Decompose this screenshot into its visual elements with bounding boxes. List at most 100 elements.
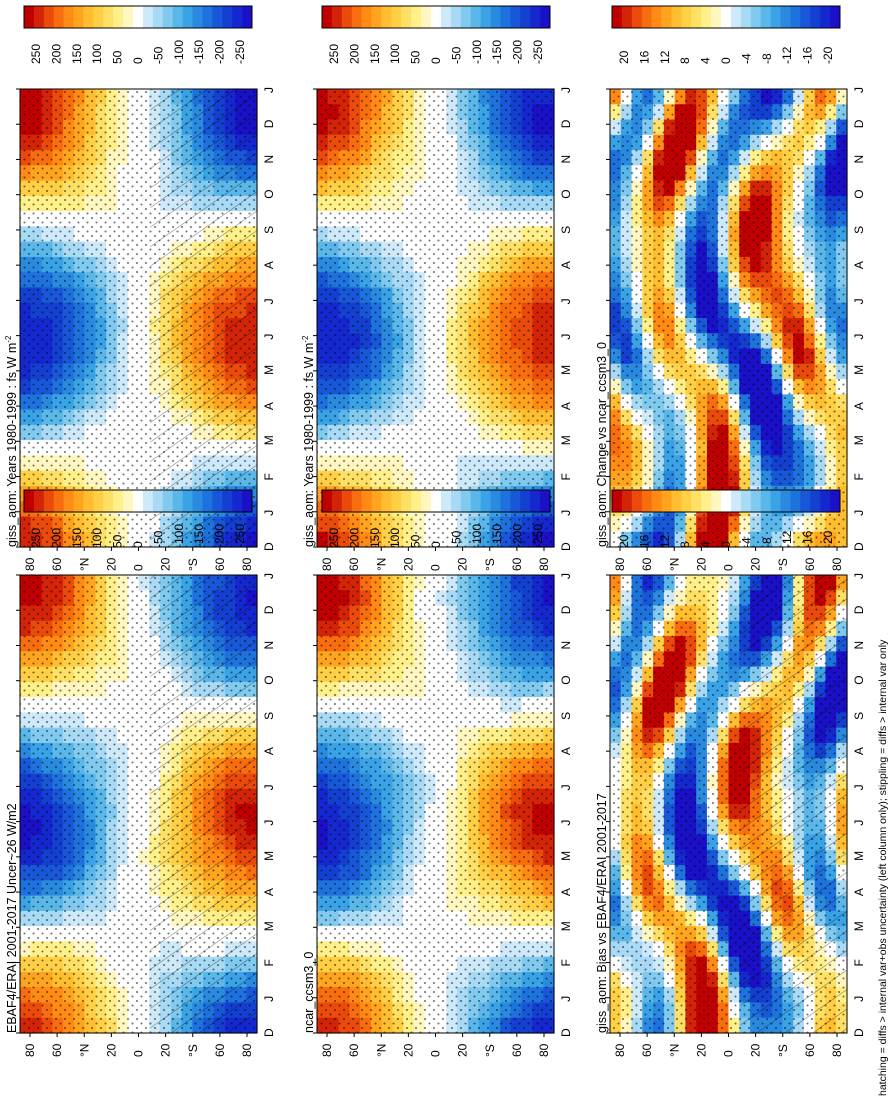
colorbar-label: 200 xyxy=(49,44,63,64)
month-tick-label: N xyxy=(559,641,573,650)
colorbar-frame xyxy=(611,5,841,29)
lat-tick-label: 80 xyxy=(23,1043,37,1057)
colorbar-swatch xyxy=(721,490,732,512)
lat-tick-label: 80 xyxy=(830,1043,844,1057)
month-tick-label: J xyxy=(852,87,866,93)
panel-top-right: 80 60 °N 20 0 20 °S 60 80DJFMAMJJASONDJgiss_aom:… xyxy=(301,5,573,571)
colorbar-label: 250 xyxy=(29,44,43,64)
colorbar-label: -4 xyxy=(739,53,753,64)
colorbar-label: 4 xyxy=(699,541,713,548)
month-tick-label: M xyxy=(852,851,866,861)
colorbar-swatch xyxy=(83,6,94,28)
colorbar-label: -16 xyxy=(801,46,815,64)
colorbar-label: -20 xyxy=(821,530,835,548)
month-tick-label: J xyxy=(852,784,866,790)
footnote: hatching = diffs > internal var+obs unce… xyxy=(877,639,889,1096)
month-tick-label: F xyxy=(559,959,573,966)
month-tick-label: M xyxy=(559,365,573,375)
colorbar-swatch xyxy=(202,490,213,512)
colorbar-swatch xyxy=(182,490,193,512)
colorbar-swatch xyxy=(63,490,74,512)
lat-tick-label: 20 xyxy=(401,557,415,571)
month-tick-label: D xyxy=(559,1028,573,1037)
colorbar-label: -150 xyxy=(490,524,504,548)
lat-tick-label: 60 xyxy=(50,1043,64,1057)
colorbar-swatch xyxy=(391,6,402,28)
lat-tick-label: 0 xyxy=(429,564,443,571)
stippling-overlay xyxy=(610,89,847,547)
colorbar-swatch xyxy=(780,490,791,512)
month-tick-label: A xyxy=(262,402,276,410)
lat-tick-label: 60 xyxy=(803,557,817,571)
colorbar-swatch xyxy=(750,490,761,512)
colorbar-label: 250 xyxy=(29,528,43,548)
colorbar-swatch xyxy=(820,490,831,512)
colorbar-swatch xyxy=(331,490,343,512)
colorbar-label: 4 xyxy=(699,57,713,64)
colorbar-swatch xyxy=(520,6,531,28)
month-tick-label: J xyxy=(262,573,276,579)
month-tick-label: A xyxy=(852,888,866,896)
panel-title: ncar_ccsm3_0 xyxy=(302,952,316,1033)
month-tick-label: D xyxy=(852,1028,866,1037)
colorbar-label: -250 xyxy=(233,40,247,64)
lat-tick-label: 20 xyxy=(694,557,708,571)
colorbar-swatch xyxy=(142,490,154,512)
lat-tick-label: 80 xyxy=(537,1043,551,1057)
colorbar-swatch xyxy=(93,6,104,28)
month-tick-label: S xyxy=(262,226,276,234)
lat-tick-label: 80 xyxy=(23,557,37,571)
lat-tick-label: 80 xyxy=(320,557,334,571)
stippling-overlay xyxy=(317,89,554,547)
colorbar-swatch xyxy=(222,6,233,28)
colorbar-frame xyxy=(321,5,551,29)
colorbar-swatch xyxy=(381,6,392,28)
colorbar-label: -12 xyxy=(780,46,794,64)
colorbar-label: -100 xyxy=(470,40,484,64)
colorbar-label: -4 xyxy=(739,537,753,548)
colorbar-swatch xyxy=(711,490,722,512)
colorbar-label: -200 xyxy=(213,524,227,548)
colorbar-swatch xyxy=(480,490,491,512)
lat-tick-label: 60 xyxy=(640,1043,654,1057)
lat-tick-label: 60 xyxy=(347,557,361,571)
month-tick-label: J xyxy=(852,334,866,340)
month-tick-label: M xyxy=(262,365,276,375)
panel-title-superscript: -2 xyxy=(301,335,310,343)
colorbar-label: -200 xyxy=(511,524,525,548)
month-tick-label: M xyxy=(262,921,276,931)
lat-tick-label: °N xyxy=(667,558,681,571)
month-tick-label: N xyxy=(262,155,276,164)
colorbar-swatch xyxy=(331,6,343,28)
colorbar-swatch xyxy=(830,6,841,28)
lat-tick-label: 80 xyxy=(537,557,551,571)
colorbar-swatch xyxy=(651,490,662,512)
colorbar-swatch xyxy=(621,6,633,28)
lat-tick-label: 20 xyxy=(159,1043,173,1057)
colorbar-swatch xyxy=(770,6,781,28)
colorbar-swatch xyxy=(450,6,462,28)
colorbar-label: 150 xyxy=(368,528,382,548)
month-tick-label: O xyxy=(852,189,866,198)
month-tick-label: O xyxy=(262,675,276,684)
lat-tick-label: °S xyxy=(483,558,497,571)
lat-tick-label: 60 xyxy=(640,557,654,571)
colorbar-swatch xyxy=(691,6,702,28)
colorbar: 250 200 150 100 50 0 -50 -100 -150 -200 -250 xyxy=(321,5,551,64)
colorbar-label: -100 xyxy=(172,40,186,64)
month-tick-label: D xyxy=(559,605,573,614)
colorbar-swatch xyxy=(681,6,692,28)
colorbar-swatch xyxy=(182,6,193,28)
month-tick-label: M xyxy=(559,921,573,931)
month-tick-label: D xyxy=(262,542,276,551)
colorbar-label: 16 xyxy=(637,50,651,64)
colorbar: 250 200 150 100 50 0 -50 -100 -150 -200 -250 xyxy=(23,5,253,64)
colorbar-label: 16 xyxy=(637,534,651,548)
colorbar-label: -150 xyxy=(490,40,504,64)
colorbar-swatch xyxy=(671,490,682,512)
colorbar-swatch xyxy=(371,6,382,28)
colorbar-swatch xyxy=(152,6,164,28)
colorbar-swatch xyxy=(730,6,742,28)
colorbar-swatch xyxy=(391,490,402,512)
colorbar-label: -250 xyxy=(233,524,247,548)
